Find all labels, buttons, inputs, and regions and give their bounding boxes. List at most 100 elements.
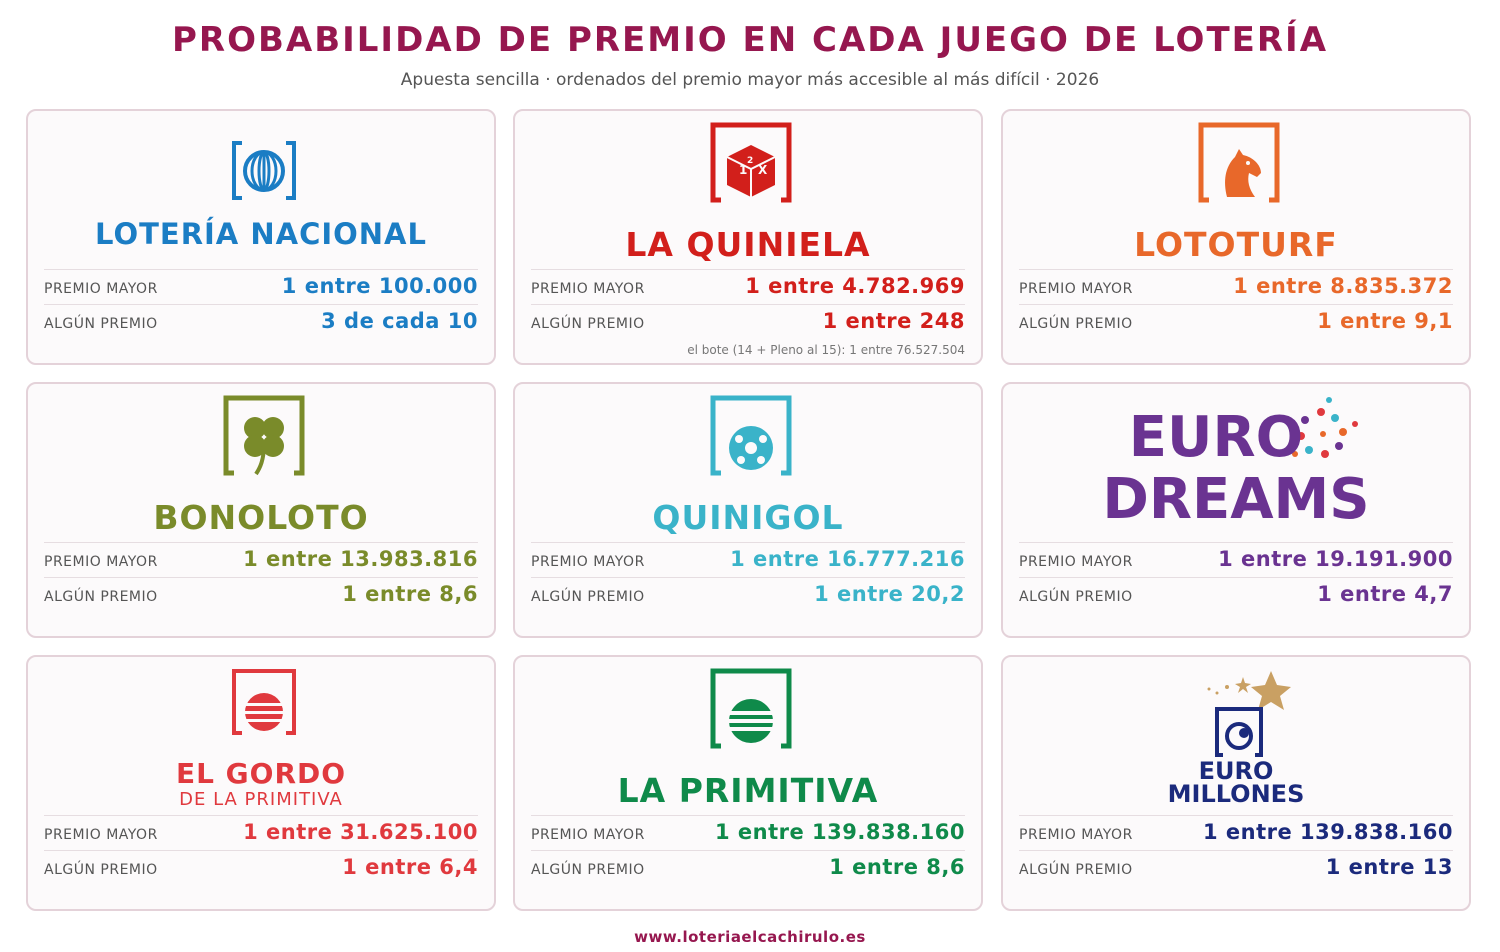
divider: [1019, 304, 1453, 305]
game-card-eurodreams: EURO DREAMS PREMIO MAYOR 1 entre 19.191.…: [1001, 382, 1471, 638]
premio-mayor-label: PREMIO MAYOR: [1019, 827, 1133, 843]
premio-mayor-value: 1 entre 13.983.816: [243, 547, 478, 571]
algun-premio-label: ALGÚN PREMIO: [1019, 316, 1133, 332]
divider: [531, 269, 965, 270]
divider: [531, 577, 965, 578]
divider: [531, 850, 965, 851]
algun-premio-label: ALGÚN PREMIO: [44, 589, 158, 605]
premio-mayor-value: 1 entre 16.777.216: [730, 547, 965, 571]
game-name: LOTERÍA NACIONAL: [95, 217, 427, 251]
premio-mayor-label: PREMIO MAYOR: [44, 827, 158, 843]
primitiva-ball-icon: [710, 668, 792, 749]
premio-mayor-label: PREMIO MAYOR: [531, 827, 645, 843]
algun-premio-value: 1 entre 20,2: [814, 582, 965, 606]
premio-mayor-value: 1 entre 4.782.969: [745, 274, 965, 298]
divider: [1019, 269, 1453, 270]
logo-area: [515, 384, 981, 542]
game-card-la-primitiva: LA PRIMITIVA PREMIO MAYOR 1 entre 139.83…: [513, 655, 983, 911]
game-name: BONOLOTO: [153, 498, 369, 537]
svg-text:X: X: [758, 163, 768, 177]
algun-premio-label: ALGÚN PREMIO: [44, 316, 158, 332]
footer-url[interactable]: www.loteriaelcachirulo.es: [634, 928, 866, 946]
algun-premio-value: 1 entre 8,6: [829, 855, 965, 879]
logo-area: [1003, 111, 1469, 269]
premio-mayor-value: 1 entre 8.835.372: [1233, 274, 1453, 298]
logo-area: EURO DREAMS: [1003, 384, 1469, 542]
logo-area: [28, 384, 494, 542]
game-name: EURO: [1198, 757, 1274, 785]
algun-premio-label: ALGÚN PREMIO: [531, 316, 645, 332]
quiniela-dice-icon: 1 X 2: [710, 122, 792, 203]
algun-premio-value: 3 de cada 10: [321, 309, 478, 333]
logo-area: [1003, 657, 1469, 815]
divider: [44, 577, 478, 578]
logo-area: [28, 111, 494, 269]
game-name: LA QUINIELA: [625, 225, 871, 264]
algun-premio-value: 1 entre 9,1: [1317, 309, 1453, 333]
game-card-euromillones: EURO MILLONES PREMIO MAYOR 1 entre 139.8…: [1001, 655, 1471, 911]
loteria-nacional-globe-icon: [232, 141, 296, 200]
divider: [531, 815, 965, 816]
logo-area: [515, 657, 981, 815]
premio-mayor-value: 1 entre 31.625.100: [243, 820, 478, 844]
divider: [1019, 577, 1453, 578]
game-card-lototurf: LOTOTURF PREMIO MAYOR 1 entre 8.835.372 …: [1001, 109, 1471, 365]
divider: [531, 542, 965, 543]
premio-mayor-value: 1 entre 139.838.160: [714, 820, 965, 844]
svg-text:1: 1: [739, 163, 747, 177]
premio-mayor-label: PREMIO MAYOR: [44, 281, 158, 297]
svg-text:2: 2: [747, 156, 753, 166]
algun-premio-value: 1 entre 248: [822, 309, 965, 333]
divider: [1019, 850, 1453, 851]
eurodreams-burst-icon: [1292, 397, 1358, 458]
premio-mayor-value: 1 entre 100.000: [281, 274, 478, 298]
game-card-loteria-nacional: LOTERÍA NACIONAL PREMIO MAYOR 1 entre 10…: [26, 109, 496, 365]
divider: [44, 815, 478, 816]
premio-mayor-value: 1 entre 19.191.900: [1218, 547, 1453, 571]
algun-premio-label: ALGÚN PREMIO: [44, 862, 158, 878]
divider: [44, 542, 478, 543]
algun-premio-value: 1 entre 6,4: [342, 855, 478, 879]
eurodreams-logo: [1292, 397, 1358, 458]
horse-head-icon: [1198, 122, 1280, 203]
divider: [1019, 542, 1453, 543]
el-gordo-ball-icon: [232, 669, 296, 735]
euromillones-star-icon: [1207, 671, 1291, 757]
algun-premio-label: ALGÚN PREMIO: [1019, 589, 1133, 605]
algun-premio-label: ALGÚN PREMIO: [531, 589, 645, 605]
bote-note: el bote (14 + Pleno al 15): 1 entre 76.5…: [687, 343, 965, 357]
premio-mayor-label: PREMIO MAYOR: [531, 554, 645, 570]
premio-mayor-label: PREMIO MAYOR: [531, 281, 645, 297]
game-card-la-quiniela: 1 X 2 LA QUINIELA PREMIO MAYOR 1 entre 4…: [513, 109, 983, 365]
game-card-el-gordo: EL GORDO DE LA PRIMITIVA PREMIO MAYOR 1 …: [26, 655, 496, 911]
game-name-line2: MILLONES: [1167, 780, 1305, 808]
game-name-line2: DE LA PRIMITIVA: [179, 789, 343, 810]
game-name: EURO: [1128, 405, 1304, 470]
game-name: QUINIGOL: [652, 498, 844, 537]
game-name: EL GORDO: [175, 757, 347, 790]
premio-mayor-label: PREMIO MAYOR: [1019, 281, 1133, 297]
game-name: LOTOTURF: [1134, 225, 1338, 264]
football-icon: [710, 395, 792, 476]
algun-premio-value: 1 entre 4,7: [1317, 582, 1453, 606]
divider: [44, 304, 478, 305]
algun-premio-value: 1 entre 13: [1325, 855, 1453, 879]
algun-premio-label: ALGÚN PREMIO: [1019, 862, 1133, 878]
page-title: PROBABILIDAD DE PREMIO EN CADA JUEGO DE …: [171, 20, 1329, 60]
premio-mayor-label: PREMIO MAYOR: [1019, 554, 1133, 570]
game-card-quinigol: QUINIGOL PREMIO MAYOR 1 entre 16.777.216…: [513, 382, 983, 638]
algun-premio-value: 1 entre 8,6: [342, 582, 478, 606]
divider: [44, 850, 478, 851]
game-name: LA PRIMITIVA: [617, 771, 879, 810]
premio-mayor-value: 1 entre 139.838.160: [1202, 820, 1453, 844]
games-grid: LOTERÍA NACIONAL PREMIO MAYOR 1 entre 10…: [26, 109, 1474, 914]
clover-icon: [223, 395, 305, 476]
page-subtitle: Apuesta sencilla · ordenados del premio …: [400, 70, 1100, 90]
logo-area: [28, 657, 494, 815]
game-name-line2: DREAMS: [1102, 467, 1370, 532]
divider: [531, 304, 965, 305]
logo-area: 1 X 2: [515, 111, 981, 269]
algun-premio-label: ALGÚN PREMIO: [531, 862, 645, 878]
game-card-bonoloto: BONOLOTO PREMIO MAYOR 1 entre 13.983.816…: [26, 382, 496, 638]
premio-mayor-label: PREMIO MAYOR: [44, 554, 158, 570]
